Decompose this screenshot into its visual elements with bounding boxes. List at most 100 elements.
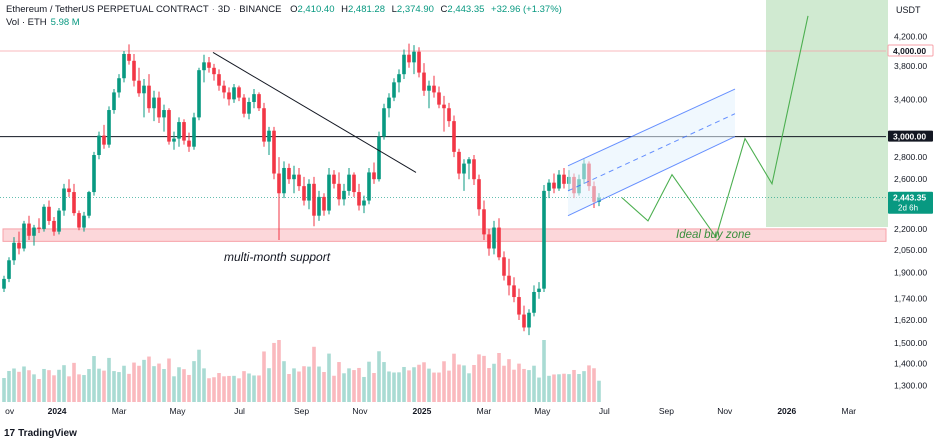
candle-body <box>137 80 141 94</box>
volume-bar <box>582 371 586 402</box>
price-tick-label: 1,620.00 <box>894 315 927 325</box>
candle-body <box>172 138 176 142</box>
price-tick-label: 2,200.00 <box>894 224 927 234</box>
volume-bar <box>457 364 461 402</box>
candle-body <box>537 288 541 292</box>
volume-bar <box>312 346 316 402</box>
volume-bar <box>362 376 366 402</box>
volume-bar <box>67 376 71 402</box>
candle-body <box>142 85 146 94</box>
support-zone-layer <box>2 228 887 242</box>
change-value: +32.96 (+1.37%) <box>491 4 562 15</box>
candle-body <box>2 278 6 289</box>
time-axis: ov 2024 Mar May Jul Sep Nov 2025 Mar May Jul Sep Nov… <box>5 406 856 416</box>
candle-body <box>527 312 531 328</box>
candle-body <box>462 163 466 174</box>
volume-bar <box>187 374 191 402</box>
price-label-box <box>888 191 933 214</box>
volume-bar <box>267 368 271 402</box>
candle-body <box>207 62 211 68</box>
volume-bar <box>157 363 161 402</box>
volume-legend[interactable]: Vol · ETH 5.98 M <box>6 17 80 28</box>
candle-body <box>372 172 376 180</box>
volume-bar <box>72 362 76 402</box>
interval[interactable]: 3D <box>217 4 231 15</box>
candle-body <box>7 260 11 279</box>
volume-bar <box>562 373 566 402</box>
volume-bar <box>412 367 416 402</box>
candle-body <box>242 97 246 114</box>
volume-bar <box>132 362 136 402</box>
candle-body <box>532 291 536 313</box>
candle-body <box>287 167 291 180</box>
volume-bar <box>357 367 361 402</box>
candle-body <box>162 110 166 118</box>
volume-bar <box>137 365 141 402</box>
price-tick-label: 3,400.00 <box>894 94 927 104</box>
volume-bar <box>497 353 501 402</box>
candle-body <box>122 53 126 79</box>
time-tick-label: May <box>534 406 551 416</box>
projection-path <box>621 15 809 239</box>
candle-body <box>182 122 186 141</box>
candle-body <box>562 174 566 184</box>
countdown-label: 2d 6h <box>898 204 918 213</box>
candle-body <box>87 192 91 216</box>
symbol-name[interactable]: Ethereum / TetherUS PERPETUAL CONTRACT <box>6 4 209 15</box>
candle-body <box>127 53 131 61</box>
price-label-text: 4,000.00 <box>893 46 926 56</box>
volume-bar <box>487 368 491 402</box>
candle-body <box>92 155 96 193</box>
volume-bar <box>512 369 516 402</box>
volume-bar <box>202 368 206 402</box>
volume-bar <box>302 366 306 402</box>
candle-body <box>112 92 116 111</box>
tradingview-logo[interactable]: 17 TradingView <box>4 428 77 439</box>
candle-body <box>472 159 476 180</box>
volume-bar <box>352 370 356 402</box>
volume-bar <box>572 369 576 402</box>
candle-body <box>332 174 336 184</box>
candle-body <box>347 174 351 191</box>
tradingview-mark-icon: 17 <box>4 428 16 439</box>
candle-body <box>552 182 556 189</box>
candle-body <box>437 92 441 105</box>
volume-bar <box>482 355 486 402</box>
volume-bar <box>162 369 166 402</box>
candle-body <box>352 174 356 193</box>
volume-bar <box>182 369 186 402</box>
volume-bar <box>47 370 51 402</box>
volume-bar <box>107 357 111 402</box>
time-tick-label: Nov <box>717 406 733 416</box>
time-tick-label: Sep <box>294 406 309 416</box>
candle-body <box>32 227 36 236</box>
candle-body <box>402 54 406 75</box>
volume-bar <box>532 365 536 402</box>
symbol-header: Ethereum / TetherUS PERPETUAL CONTRACT · 3… <box>6 4 562 15</box>
candle-body <box>377 136 381 180</box>
volume-bar <box>77 374 81 402</box>
candle-body <box>522 314 526 328</box>
candle-body <box>432 85 436 93</box>
candle-body <box>407 54 411 63</box>
candle-body <box>482 209 486 235</box>
volume-bar <box>297 371 301 402</box>
candle-body <box>397 74 401 83</box>
candle-body <box>547 182 551 191</box>
time-tick-label: May <box>169 406 186 416</box>
close-value: 2,443.35 <box>447 4 485 15</box>
candle-body <box>292 174 296 180</box>
candle-body <box>517 297 521 315</box>
candle-body <box>487 234 491 249</box>
volume-bar <box>432 372 436 402</box>
volume-bar <box>142 359 146 402</box>
volume-layer <box>2 340 601 402</box>
volume-bar <box>372 373 376 402</box>
volume-bar <box>247 373 251 402</box>
volume-bar <box>257 375 261 402</box>
candle-body <box>497 227 501 258</box>
volume-bar <box>177 367 181 402</box>
volume-bar <box>522 368 526 402</box>
candle-body <box>82 215 86 228</box>
